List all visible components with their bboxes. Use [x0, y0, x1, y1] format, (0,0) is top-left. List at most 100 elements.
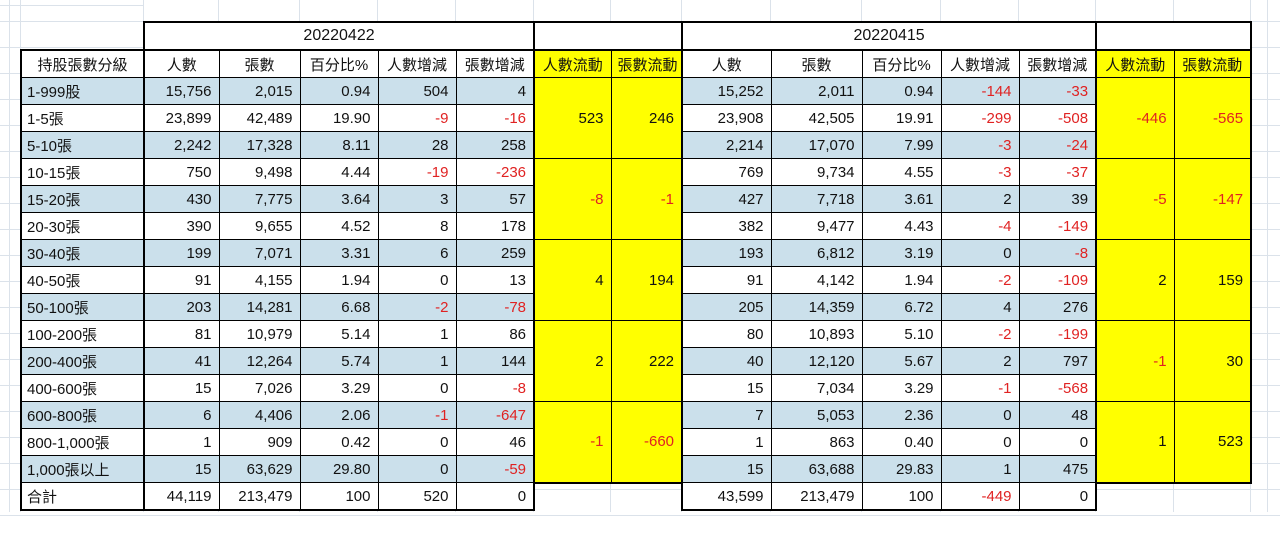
cell-value[interactable]: 427	[681, 185, 772, 213]
cell-value[interactable]: 276	[1018, 293, 1098, 321]
cell-value[interactable]: 0	[940, 239, 1020, 267]
cell-value[interactable]: 3.29	[299, 374, 379, 402]
cell-row-label[interactable]: 600-800張	[20, 401, 145, 429]
cell-value[interactable]: 10,893	[770, 320, 863, 348]
cell-value[interactable]: 2,015	[218, 77, 301, 105]
cell-value[interactable]: 5.10	[861, 320, 942, 348]
cell-value[interactable]: 2.36	[861, 401, 942, 429]
cell-value[interactable]: 258	[455, 131, 536, 159]
cell-value[interactable]: 193	[681, 239, 772, 267]
cell-value[interactable]: -149	[1018, 212, 1098, 240]
cell-value[interactable]: 7,034	[770, 374, 863, 402]
header-people-change-1[interactable]: 人數增減	[377, 49, 457, 78]
cell-value[interactable]: 63,629	[218, 455, 301, 483]
cell-value[interactable]: 2,242	[143, 131, 220, 159]
cell-value[interactable]: -508	[1018, 104, 1098, 132]
header-lots-change-2[interactable]: 張數增減	[1018, 49, 1098, 78]
cell-value[interactable]: 203	[143, 293, 220, 321]
cell-value[interactable]: 14,359	[770, 293, 863, 321]
flow-cell-people[interactable]: 2	[533, 320, 612, 402]
cell-value[interactable]: 15,756	[143, 77, 220, 105]
flow-gap-cell[interactable]	[534, 483, 682, 511]
flow-cell-people[interactable]: -8	[533, 158, 612, 240]
cell-value[interactable]: 48	[1018, 401, 1098, 429]
cell-value[interactable]: -2	[940, 320, 1020, 348]
header-lots-change-1[interactable]: 張數增減	[455, 49, 536, 78]
cell-value[interactable]: 19.90	[299, 104, 379, 132]
cell-value[interactable]: 0	[377, 428, 457, 456]
cell-value[interactable]: 430	[143, 185, 220, 213]
cell-value[interactable]: 1	[377, 347, 457, 375]
flow-cell-people[interactable]: -5	[1095, 158, 1175, 240]
cell-row-label[interactable]: 50-100張	[20, 293, 145, 321]
cell-value[interactable]: 63,688	[770, 455, 863, 483]
cell-value[interactable]: 4.44	[299, 158, 379, 186]
cell-value[interactable]: 7.99	[861, 131, 942, 159]
flow-cell-people[interactable]: -446	[1095, 77, 1175, 159]
flow-gap-cell[interactable]	[1096, 483, 1251, 511]
cell-value[interactable]: 81	[143, 320, 220, 348]
cell-value[interactable]: 0.40	[861, 428, 942, 456]
flow-cell-lots[interactable]: 523	[1173, 401, 1253, 484]
header-lots-1[interactable]: 張數	[218, 49, 301, 78]
cell-value[interactable]: 1.94	[861, 266, 942, 294]
cell-value[interactable]: 3	[377, 185, 457, 213]
cell-row-label[interactable]: 1-999股	[20, 77, 145, 105]
cell-value[interactable]: 5.74	[299, 347, 379, 375]
cell-value[interactable]: 9,734	[770, 158, 863, 186]
cell-value[interactable]: -144	[940, 77, 1020, 105]
cell-value[interactable]: 7,775	[218, 185, 301, 213]
cell-value[interactable]: -1	[377, 401, 457, 429]
cell-value[interactable]: 7,071	[218, 239, 301, 267]
cell-value[interactable]: 4,155	[218, 266, 301, 294]
cell-value[interactable]: 80	[681, 320, 772, 348]
cell-value[interactable]: 144	[455, 347, 536, 375]
header-people-2[interactable]: 人數	[681, 49, 772, 78]
cell-value[interactable]: 390	[143, 212, 220, 240]
cell-value[interactable]: 4,142	[770, 266, 863, 294]
cell-value[interactable]: 40	[681, 347, 772, 375]
cell-row-label[interactable]: 5-10張	[20, 131, 145, 159]
cell-value[interactable]: 86	[455, 320, 536, 348]
cell-total-value[interactable]: 100	[861, 482, 942, 511]
cell-value[interactable]: 42,489	[218, 104, 301, 132]
cell-value[interactable]: 0	[377, 455, 457, 483]
cell-value[interactable]: 46	[455, 428, 536, 456]
flow-cell-people[interactable]: 523	[533, 77, 612, 159]
cell-value[interactable]: 23,908	[681, 104, 772, 132]
cell-row-label[interactable]: 30-40張	[20, 239, 145, 267]
cell-total-value[interactable]: 213,479	[770, 482, 863, 511]
cell-value[interactable]: 8	[377, 212, 457, 240]
cell-value[interactable]: 2.06	[299, 401, 379, 429]
cell-total-value[interactable]: 43,599	[681, 482, 772, 511]
cell-value[interactable]: 3.64	[299, 185, 379, 213]
cell-total-value[interactable]: 520	[377, 482, 457, 511]
flow-cell-lots[interactable]: 159	[1173, 239, 1253, 321]
flow-cell-lots[interactable]: -565	[1173, 77, 1253, 159]
cell-value[interactable]: 12,120	[770, 347, 863, 375]
cell-total-value[interactable]: 0	[455, 482, 536, 511]
cell-value[interactable]: 4.43	[861, 212, 942, 240]
cell-value[interactable]: 42,505	[770, 104, 863, 132]
flow-cell-people[interactable]: 2	[1095, 239, 1175, 321]
cell-value[interactable]: 863	[770, 428, 863, 456]
flow-cell-lots[interactable]: 194	[610, 239, 684, 321]
cell-value[interactable]: 0	[940, 401, 1020, 429]
cell-value[interactable]: -24	[1018, 131, 1098, 159]
cell-value[interactable]: 1	[143, 428, 220, 456]
header-people-flow-2[interactable]: 人數流動	[1095, 49, 1175, 78]
cell-total-value[interactable]: 0	[1018, 482, 1098, 511]
cell-value[interactable]: 6	[377, 239, 457, 267]
cell-value[interactable]: 475	[1018, 455, 1098, 483]
cell-value[interactable]: 15	[143, 455, 220, 483]
cell-value[interactable]: 4.52	[299, 212, 379, 240]
cell-row-label[interactable]: 20-30張	[20, 212, 145, 240]
cell-value[interactable]: 1	[940, 455, 1020, 483]
cell-value[interactable]: 1	[377, 320, 457, 348]
cell-value[interactable]: 7	[681, 401, 772, 429]
cell-value[interactable]: 750	[143, 158, 220, 186]
cell-value[interactable]: 2,011	[770, 77, 863, 105]
cell-total-label[interactable]: 合計	[20, 482, 145, 511]
cell-value[interactable]: 41	[143, 347, 220, 375]
cell-value[interactable]: -2	[377, 293, 457, 321]
